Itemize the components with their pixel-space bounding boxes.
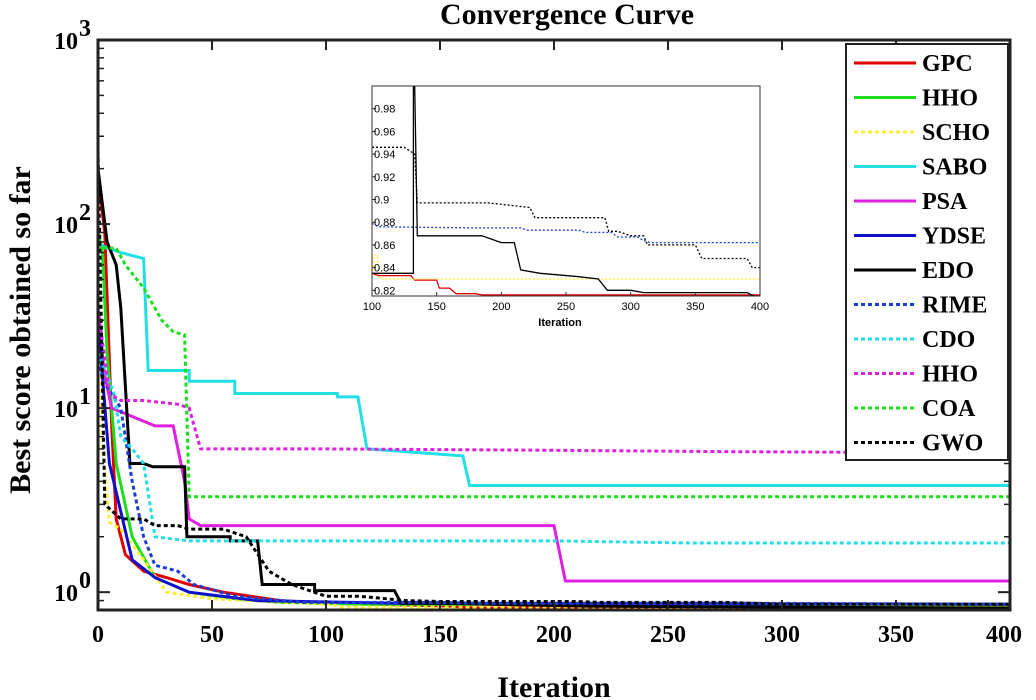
inset-x-tick-label: 300	[621, 301, 639, 313]
inset-y-tick-label: 0.94	[374, 149, 395, 161]
inset-series-lines	[372, 86, 760, 296]
chart-title: Convergence Curve	[440, 0, 694, 31]
series-line-cdo-8	[98, 352, 1010, 545]
x-tick-label: 300	[764, 622, 800, 648]
inset-background	[372, 86, 760, 296]
legend-label: PSA	[922, 189, 968, 215]
inset-y-tick-label: 0.96	[374, 126, 395, 138]
inset-line-gwo-4	[372, 146, 760, 269]
y-tick-exponent: 0	[79, 568, 91, 594]
legend-label: HHO	[922, 362, 978, 388]
inset-line-edo-3	[372, 86, 760, 296]
legend-label: YDSE	[922, 224, 986, 250]
series-line-hho-9	[98, 307, 1010, 455]
y-axis-label: Best score obtained so far	[4, 166, 37, 494]
x-tick-label: 250	[650, 622, 686, 648]
series-line-scho-2	[98, 241, 1010, 609]
x-tick-label: 150	[422, 622, 458, 648]
y-tick-label: 10	[54, 581, 78, 607]
inset-line-scho-1	[372, 254, 760, 280]
inset-x-tick-label: 250	[557, 301, 575, 313]
inset-x-tick-label: 150	[427, 301, 445, 313]
series-line-sabo-3	[98, 240, 1010, 487]
inset-y-tick-label: 0.92	[374, 172, 395, 184]
legend-label: EDO	[922, 258, 974, 284]
inset-y-tick-label: 0.9	[374, 195, 389, 207]
series-line-gwo-11	[98, 150, 1010, 606]
y-tick-label: 10	[54, 397, 78, 423]
legend-label: SCHO	[922, 120, 990, 146]
y-tick-label: 10	[54, 29, 78, 55]
y-tick-exponent: 1	[79, 384, 91, 410]
legend-label: COA	[922, 396, 976, 422]
inset-x-tick-label: 400	[751, 301, 769, 313]
y-tick-label: 10	[54, 213, 78, 239]
inset-y-tick-label: 0.98	[374, 104, 395, 116]
x-tick-label: 0	[92, 622, 104, 648]
legend-box	[845, 43, 1009, 461]
inset-y-tick-label: 0.84	[374, 263, 395, 275]
x-tick-label: 50	[200, 622, 224, 648]
legend-label: RIME	[922, 293, 987, 319]
series-line-coa-10	[98, 240, 1010, 499]
x-tick-label: 200	[536, 622, 572, 648]
x-tick-label: 100	[308, 622, 344, 648]
inset-x-tick-label: 100	[363, 301, 381, 313]
inset-y-tick-label: 0.86	[374, 240, 395, 252]
y-tick-exponent: 3	[79, 16, 91, 42]
legend-label: GWO	[922, 431, 983, 457]
series-line-ydse-5	[98, 320, 1010, 606]
inset-line-rime-2	[372, 222, 760, 244]
inset-x-tick-label: 200	[492, 301, 510, 313]
inset-line-gpc-0	[372, 272, 760, 296]
x-tick-label: 400	[986, 622, 1022, 648]
inset-y-tick-label: 0.82	[374, 285, 395, 297]
legend-label: GPC	[922, 51, 973, 77]
inset-y-tick-label: 0.88	[374, 217, 395, 229]
x-tick-label: 350	[878, 622, 914, 648]
series-lines	[98, 150, 1010, 610]
legend-label: HHO	[922, 86, 978, 112]
y-tick-exponent: 2	[79, 200, 91, 226]
x-axis-label: Iteration	[497, 671, 611, 700]
inset-x-axis-label: Iteration	[538, 317, 582, 329]
inset-x-tick-label: 350	[686, 301, 704, 313]
legend-label: SABO	[922, 155, 987, 181]
legend-label: CDO	[922, 327, 975, 353]
